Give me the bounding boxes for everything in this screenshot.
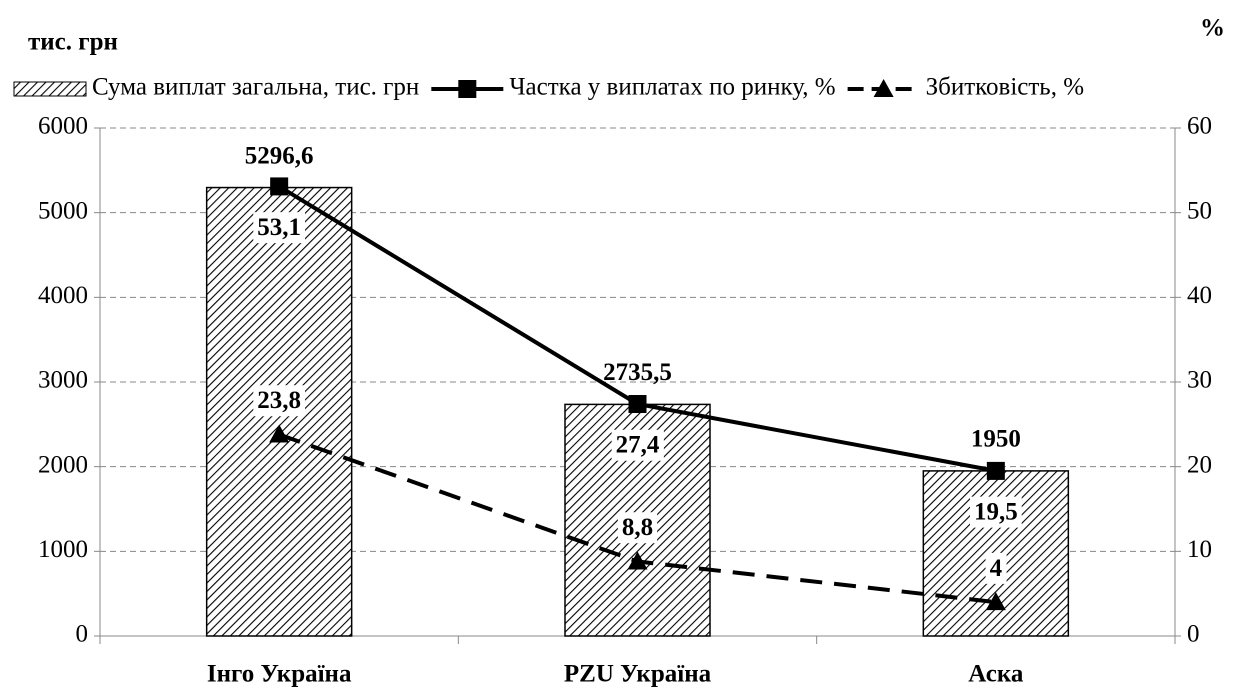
line-marker [270, 177, 289, 196]
y2-tick-label: 60 [1187, 113, 1212, 140]
data-label: 1950 [971, 426, 1021, 453]
data-label: 8,8 [622, 514, 653, 541]
line-marker [458, 80, 477, 98]
y2-tick-label: 30 [1187, 367, 1212, 394]
y-tick-label: 5000 [38, 197, 88, 224]
data-label: 27,4 [616, 432, 660, 459]
legend-label: Збитковість, % [926, 74, 1084, 101]
y-tick-label: 6000 [38, 113, 88, 140]
legend-swatch [13, 81, 87, 97]
data-label-box [253, 212, 306, 244]
data-label: 19,5 [974, 499, 1018, 526]
line-marker [985, 592, 1006, 611]
y-tick-label: 1000 [38, 536, 88, 563]
data-label-box [969, 496, 1022, 528]
y2-tick-label: 10 [1187, 536, 1212, 563]
y-tick-label: 2000 [38, 451, 88, 478]
data-label: 53,1 [257, 214, 301, 241]
y2-tick-label: 0 [1187, 621, 1200, 648]
x-tick-label: PZU Україна [564, 661, 712, 688]
legend-label: Частка у виплатах по ринку, % [509, 74, 835, 101]
data-label-box [611, 429, 664, 461]
line-marker [628, 395, 647, 414]
data-label: 2735,5 [603, 359, 672, 386]
legend-label: Сума виплат загальна, тис. грн [92, 74, 419, 101]
y-tick-label: 4000 [38, 282, 88, 309]
y2-tick-label: 50 [1187, 197, 1212, 224]
line-marker [873, 79, 894, 97]
x-tick-label: Інго Україна [207, 661, 352, 688]
y-tick-label: 0 [76, 621, 89, 648]
line-marker [627, 551, 648, 570]
data-label-box [985, 552, 1007, 584]
data-label: 5296,6 [245, 142, 314, 169]
y-axis-title: тис. грн [28, 29, 118, 56]
data-label-box [253, 385, 306, 417]
y2-tick-label: 40 [1187, 282, 1212, 309]
y2-axis-title: % [1200, 15, 1225, 42]
data-label: 4 [990, 555, 1003, 582]
y-tick-label: 3000 [38, 367, 88, 394]
data-label: 23,8 [257, 387, 301, 414]
data-label-box [617, 512, 658, 544]
x-tick-label: Аска [968, 661, 1024, 688]
y2-tick-label: 20 [1187, 451, 1212, 478]
line-marker [269, 424, 290, 443]
line-marker [986, 461, 1005, 480]
